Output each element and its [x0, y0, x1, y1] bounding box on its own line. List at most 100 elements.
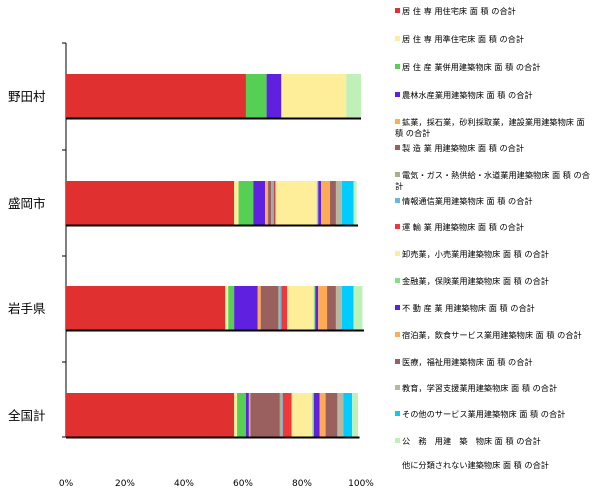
- legend-swatch: [395, 36, 400, 41]
- bar-segment: [313, 393, 320, 437]
- legend-item: 鉱業，採石業，砂利採取業，建設業用建築物床 面 積 の合計: [395, 117, 591, 139]
- legend-item: 卸売業，小売業用建築物床 面 積 の合計: [395, 249, 591, 260]
- bar-segment: [330, 181, 336, 225]
- x-tick-label: 20%: [115, 479, 135, 489]
- bar-segment: [343, 393, 353, 437]
- bar-segment: [66, 74, 246, 118]
- bar-segment: [356, 181, 359, 225]
- bar-segment: [278, 286, 280, 330]
- legend-item: 製 造 業 用建築物床 面 積 の合計: [395, 143, 591, 154]
- bar-segment: [238, 181, 254, 225]
- bar-segment: [335, 181, 342, 225]
- bar-segment: [281, 74, 347, 118]
- legend-item: 情報通信業用建築物床 面 積 の合計: [395, 196, 591, 207]
- x-tick-labels: 0% 20% 40% 60% 80% 100%: [59, 479, 374, 489]
- bar-segment: [315, 286, 319, 330]
- bar-segment: [234, 393, 238, 437]
- x-tick-label: 60%: [233, 479, 253, 489]
- bar-segment: [352, 393, 359, 437]
- bar-segment: [358, 393, 360, 437]
- legend-item: 居 住 専 用住宅床 面 積 の合計: [395, 6, 591, 17]
- bar-segment: [325, 393, 338, 437]
- category-label: 盛岡市: [8, 196, 46, 211]
- chart-axes: [62, 42, 67, 438]
- legend-item: 運 輸 業 用建築物床 面 積 の合計: [395, 222, 591, 233]
- bar-segment: [66, 181, 235, 225]
- bar-segment: [257, 286, 261, 330]
- bar-segment: [66, 393, 235, 437]
- legend-label: 農林水産業用建築物床 面 積 の合計: [402, 90, 533, 100]
- bar-segment: [237, 393, 246, 437]
- bar-segment: [66, 286, 226, 330]
- legend-label: 不 動 産 業 用建築物床 面 積 の合計: [402, 303, 535, 313]
- bar-segment: [312, 393, 314, 437]
- bar-segment: [313, 286, 316, 330]
- legend-item: 金融業，保険業用建築物床 面 積 の合計: [395, 276, 591, 287]
- legend-swatch: [395, 462, 400, 467]
- legend-swatch: [395, 172, 400, 177]
- legend-swatch: [395, 119, 400, 124]
- legend-label: 公 務 用建 築 物床 面 積 の合計: [402, 436, 541, 446]
- legend-item: 農林水産業用建築物床 面 積 の合計: [395, 90, 591, 101]
- bar-segment: [260, 286, 279, 330]
- bar-segment: [319, 393, 326, 437]
- bar-segment: [337, 393, 344, 437]
- legend-label: 運 輸 業 用建築物床 面 積 の合計: [402, 222, 525, 232]
- bar-segment: [253, 181, 266, 225]
- bar-segment: [353, 181, 357, 225]
- bar-segment: [266, 74, 282, 118]
- bar-segment: [341, 181, 354, 225]
- legend-swatch: [395, 224, 400, 229]
- legend-label: 鉱業，採石業，砂利採取業，建設業用建築物床 面 積 の合計: [395, 117, 585, 138]
- x-tick-label: 40%: [174, 479, 194, 489]
- legend-item: 居 住 産 業併用建築物床 面 積 の合計: [395, 62, 591, 73]
- legend-swatch: [395, 359, 400, 364]
- legend-swatch: [395, 251, 400, 256]
- bar-segment: [346, 74, 361, 118]
- legend-label: 卸売業，小売業用建築物床 面 積 の合計: [402, 249, 549, 259]
- bar-segment: [335, 286, 342, 330]
- bar-segment: [268, 181, 272, 225]
- bar-segment: [245, 74, 267, 118]
- legend-label: 情報通信業用建築物床 面 積 の合計: [402, 196, 533, 206]
- legend-item: 医療，福祉用建築物床 面 積 の合計: [395, 357, 591, 368]
- bar-segment: [287, 286, 314, 330]
- bar-segment: [316, 181, 319, 225]
- legend-label: 宿泊業，飲食サービス業用建築物床 面 積 の合計: [402, 330, 582, 340]
- bar-segment: [291, 393, 313, 437]
- legend-item: 公 務 用建 築 物床 面 積 の合計: [395, 436, 591, 447]
- legend-item: その他のサービス業用建築物床 面 積 の合計: [395, 409, 591, 420]
- bar-segment: [279, 286, 282, 330]
- bar-segment: [228, 286, 235, 330]
- bar-segment: [272, 181, 274, 225]
- category-label: 全国計: [8, 408, 46, 423]
- x-tick-label: 80%: [292, 479, 312, 489]
- bar-segment: [281, 393, 283, 437]
- legend-label: 金融業，保険業用建築物床 面 積 の合計: [402, 276, 549, 286]
- legend-label: 居 住 産 業併用建築物床 面 積 の合計: [402, 62, 541, 72]
- bar-segment: [318, 286, 328, 330]
- legend-label: 居 住 専 用準住宅床 面 積 の合計: [402, 34, 525, 44]
- legend-swatch: [395, 8, 400, 13]
- bar-segment: [248, 393, 251, 437]
- legend-swatch: [395, 198, 400, 203]
- legend-label: 教育，学習支援業用建築物床 面 積 の合計: [402, 383, 558, 393]
- legend-label: 他に分類されない建築物床 面 積 の合計: [402, 460, 549, 470]
- legend-swatch: [395, 145, 400, 150]
- bar-segment: [271, 181, 273, 225]
- bar-segment: [275, 181, 317, 225]
- legend-swatch: [395, 332, 400, 337]
- legend-item: 宿泊業，飲食サービス業用建築物床 面 積 の合計: [395, 330, 591, 341]
- category-label: 野田村: [8, 89, 46, 104]
- bar-segment: [281, 286, 288, 330]
- bar-segment: [341, 286, 354, 330]
- bar-segment: [250, 393, 280, 437]
- legend-swatch: [395, 411, 400, 416]
- legend-label: 製 造 業 用建築物床 面 積 の合計: [402, 143, 525, 153]
- bar-segment: [265, 181, 269, 225]
- x-tick-label: 100%: [348, 479, 374, 489]
- legend-item: 教育，学習支援業用建築物床 面 積 の合計: [395, 383, 591, 394]
- legend-item: 他に分類されない建築物床 面 積 の合計: [395, 460, 591, 471]
